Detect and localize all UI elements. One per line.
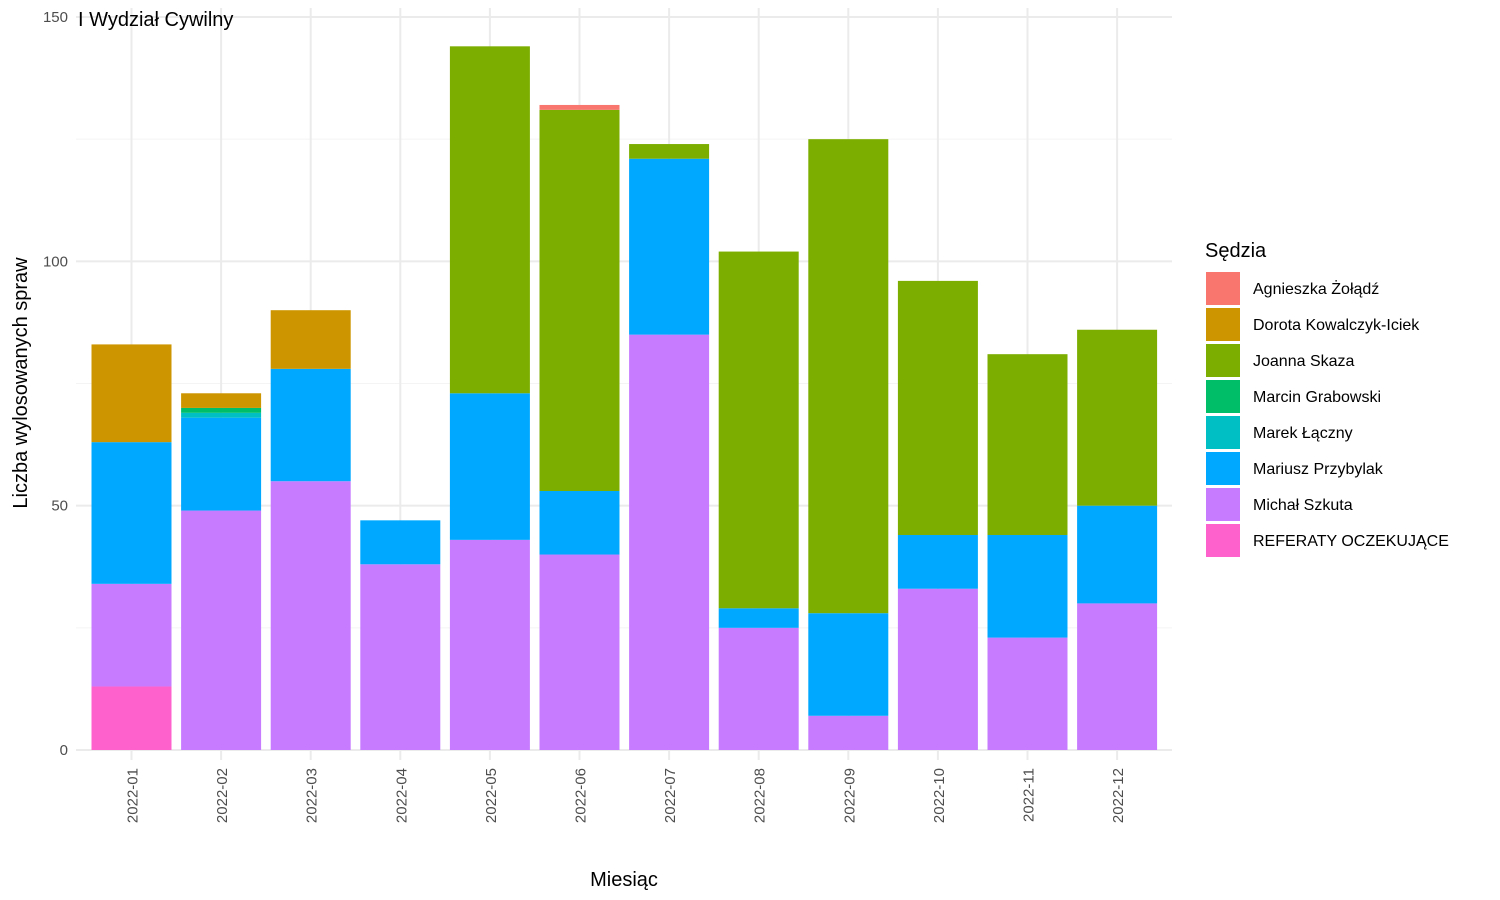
legend-label: Marek Łączny — [1253, 425, 1353, 442]
bar-segment — [181, 407, 262, 413]
x-tick-label: 2022-06 — [573, 768, 590, 823]
bar-segment — [1077, 505, 1158, 604]
legend-label: Joanna Skaza — [1253, 353, 1355, 370]
legend-swatch — [1206, 452, 1240, 485]
bar-segment — [181, 393, 262, 408]
bar-segment — [91, 583, 172, 687]
bar-segment — [270, 481, 351, 750]
bar-segment — [987, 354, 1068, 535]
bar-segment — [449, 46, 530, 394]
legend-swatch — [1206, 272, 1240, 305]
bar-segment — [987, 637, 1068, 750]
bar-segment — [1077, 603, 1158, 750]
bar-segment — [539, 104, 620, 110]
x-tick-label: 2022-11 — [1021, 768, 1038, 822]
y-axis-title: Liczba wylosowanych spraw — [10, 257, 32, 509]
x-tick-label: 2022-09 — [841, 768, 858, 823]
bar-segment — [629, 144, 710, 159]
bar-segment — [808, 139, 889, 614]
bar-segment — [360, 564, 441, 750]
bar-segment — [897, 280, 978, 535]
bar-segment — [181, 417, 262, 511]
legend-label: Michał Szkuta — [1253, 497, 1353, 514]
legend-swatch — [1206, 488, 1240, 521]
bar-segment — [91, 442, 172, 584]
y-tick-label: 0 — [60, 742, 68, 759]
bar-segment — [449, 539, 530, 750]
bar-segment — [718, 251, 799, 609]
bar-segment — [1077, 329, 1158, 506]
legend-label: Dorota Kowalczyk-Iciek — [1253, 317, 1420, 334]
bar-segment — [808, 715, 889, 750]
bar-segment — [629, 158, 710, 335]
bar-segment — [91, 686, 172, 750]
bar-segment — [897, 588, 978, 750]
bar-segment — [91, 344, 172, 443]
bar-segment — [718, 627, 799, 750]
legend-label: Marcin Grabowski — [1253, 389, 1381, 406]
legend-swatch — [1206, 308, 1240, 341]
y-axis-ticks: 0 50 100 150 — [43, 9, 68, 759]
bar-segment — [270, 310, 351, 369]
legend-swatch — [1206, 416, 1240, 449]
x-tick-label: 2022-01 — [125, 768, 142, 823]
legend-swatch — [1206, 380, 1240, 413]
bar-segment — [449, 393, 530, 540]
y-tick-label: 100 — [43, 253, 68, 270]
bar-segment — [897, 534, 978, 589]
bars — [91, 46, 1158, 750]
x-tick-label: 2022-03 — [304, 768, 321, 823]
chart-title: I Wydział Cywilny — [78, 9, 233, 31]
y-tick-label: 50 — [51, 498, 68, 515]
y-tick-label: 150 — [43, 9, 68, 26]
bar-segment — [360, 520, 441, 565]
bar-segment — [181, 412, 262, 418]
bar-segment — [539, 554, 620, 750]
x-tick-label: 2022-02 — [214, 768, 231, 823]
bar-segment — [539, 491, 620, 555]
bar-segment — [718, 608, 799, 628]
x-tick-label: 2022-10 — [931, 768, 948, 823]
x-tick-label: 2022-05 — [483, 768, 500, 823]
x-axis-title: Miesiąc — [590, 869, 658, 891]
x-tick-label: 2022-08 — [752, 768, 769, 823]
bar-segment — [808, 613, 889, 716]
legend-swatch — [1206, 344, 1240, 377]
bar-segment — [987, 534, 1068, 638]
bar-segment — [270, 368, 351, 482]
legend: Sędzia Agnieszka Żołądź Dorota Kowalczyk-… — [1205, 240, 1449, 557]
x-axis-ticks: 2022-01 2022-02 2022-03 2022-04 2022-05 2022-… — [125, 768, 1128, 823]
legend-label: REFERATY OCZEKUJĄCE — [1253, 533, 1449, 550]
bar-segment — [181, 510, 262, 750]
x-tick-label: 2022-07 — [662, 768, 679, 823]
legend-label: Mariusz Przybylak — [1253, 461, 1384, 478]
legend-title: Sędzia — [1205, 240, 1267, 262]
legend-label: Agnieszka Żołądź — [1253, 279, 1379, 298]
bar-segment — [539, 109, 620, 492]
legend-swatch — [1206, 524, 1240, 557]
x-tick-label: 2022-12 — [1110, 768, 1127, 823]
x-tick-label: 2022-04 — [393, 768, 410, 823]
bar-segment — [629, 334, 710, 750]
